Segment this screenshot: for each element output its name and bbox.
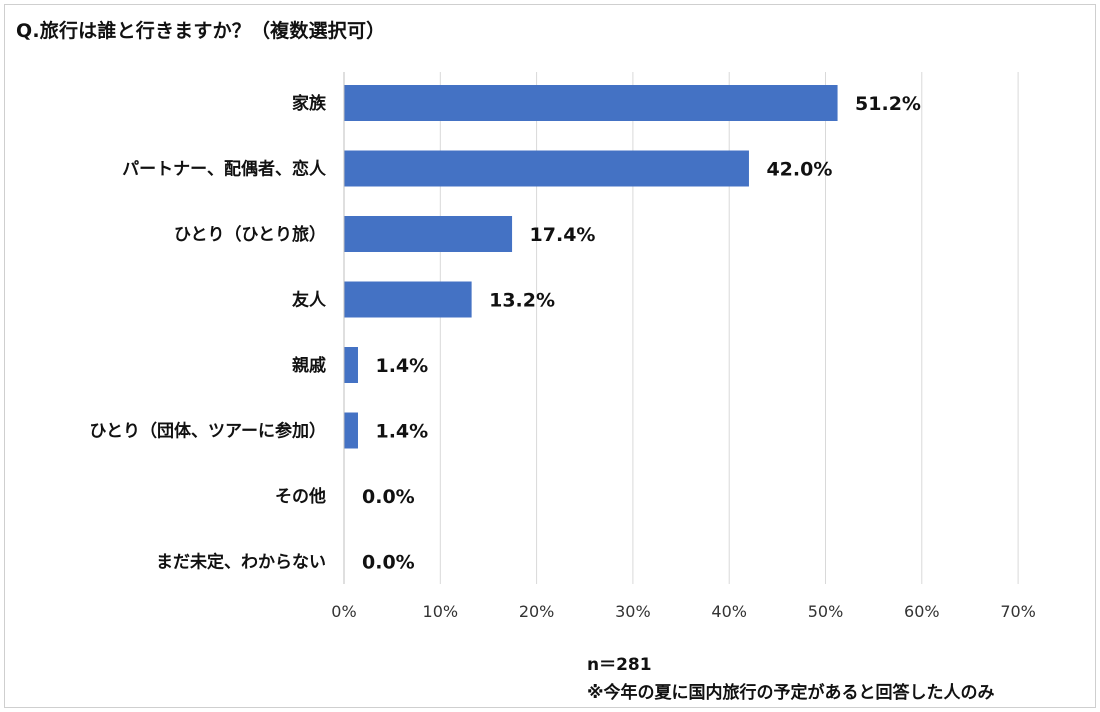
- bar: [344, 216, 513, 252]
- data-label: 51.2%: [855, 93, 921, 115]
- category-label: 友人: [292, 290, 327, 311]
- bar: [344, 85, 838, 121]
- x-tick-label: 40%: [711, 602, 747, 621]
- category-label: 親戚: [292, 355, 326, 376]
- data-label: 13.2%: [489, 290, 555, 312]
- chart-title: Q.旅行は誰と行きますか？（複数選択可）: [16, 20, 386, 42]
- x-tick-label: 0%: [331, 602, 356, 621]
- x-tick-label: 60%: [904, 602, 940, 621]
- bar: [344, 281, 472, 318]
- data-label: 17.4%: [530, 224, 596, 246]
- data-label: 1.4%: [375, 355, 428, 377]
- category-label: パートナー、配偶者、恋人: [122, 159, 327, 180]
- data-label: 0.0%: [362, 486, 415, 508]
- bar: [344, 347, 358, 383]
- x-tick-label: 30%: [615, 602, 651, 621]
- category-label: まだ未定、わからない: [156, 552, 326, 573]
- x-tick-label: 50%: [808, 602, 844, 621]
- category-label: 家族: [292, 93, 327, 114]
- category-label: その他: [275, 486, 326, 507]
- bar: [344, 412, 358, 449]
- bar: [344, 150, 749, 187]
- data-label: 1.4%: [375, 421, 428, 443]
- data-label: 42.0%: [766, 159, 832, 181]
- chart-frame: [4, 4, 1096, 708]
- x-tick-label: 10%: [423, 602, 459, 621]
- data-label: 0.0%: [362, 552, 415, 574]
- category-label: ひとり（ひとり旅）: [174, 224, 326, 245]
- footnote: ※今年の夏に国内旅行の予定があると回答した人のみ: [587, 683, 995, 703]
- category-label: ひとり（団体、ツアーに参加）: [90, 421, 326, 442]
- x-tick-label: 70%: [1000, 602, 1036, 621]
- x-tick-label: 20%: [519, 602, 555, 621]
- sample-size-note: n＝281: [587, 655, 652, 675]
